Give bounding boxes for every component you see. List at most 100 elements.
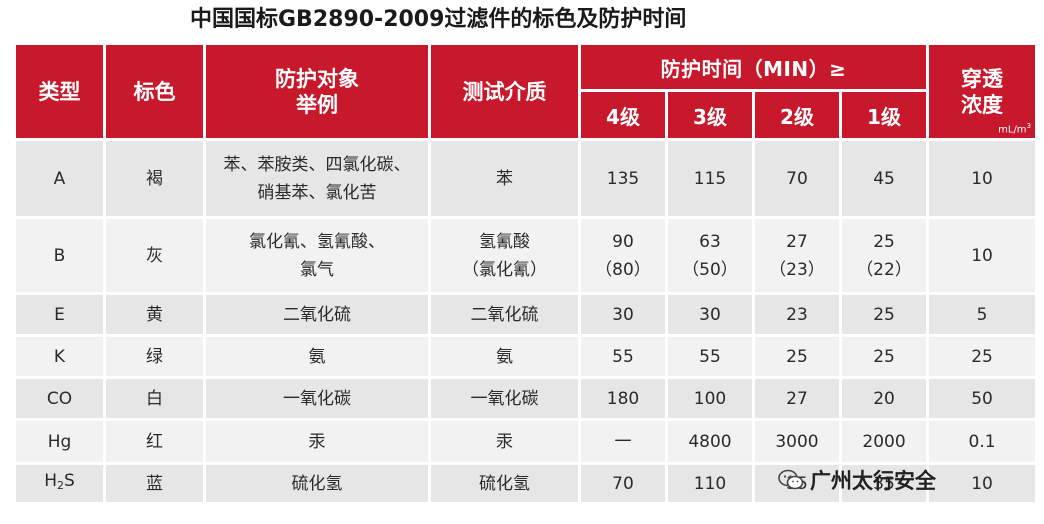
cell-grade-4: 180 [578,376,668,421]
cell-object-line: 一氧化碳 [283,388,351,409]
cell-object: 汞 [203,418,431,465]
cell-color: 白 [103,376,206,421]
cell-concentration-line: 10 [971,245,993,266]
header-object-line1: 防护对象 [275,66,359,91]
header-protection-time: 防护时间（MIN）≥ [577,42,930,92]
cell-type-text: E [54,304,65,325]
table-body: A 褐 苯、苯胺类、四氯化碳、 硝基苯、氯化苦 苯 135 115 70 45 10 B 灰 氯化氰、氢… [13,138,1039,505]
cell-object: 硫化氢 [203,462,431,505]
cell-grade-4: 135 [578,138,668,219]
table-row: Hg 红 汞 汞 一 4800 3000 2000 0.1 [13,418,1039,465]
cell-grade-1-line: 2000 [862,431,906,452]
header-concentration: 穿透 浓度 mL/m3 [926,42,1039,141]
header-concentration-line1: 穿透 [961,66,1004,91]
cell-color-line: 绿 [146,346,163,367]
cell-grade-3-line: 110 [693,473,727,494]
cell-medium: 氨 [428,334,581,379]
cell-concentration: 10 [926,138,1039,219]
cell-grade-4-line: 一 [614,431,632,452]
cell-type: CO [13,376,106,421]
cell-grade-1: 2000 [838,418,930,465]
cell-grade-3: 110 [665,462,755,505]
cell-grade-4-line: （80） [595,259,651,280]
table-row: K 绿 氨 氨 55 55 25 25 25 [13,334,1039,379]
cell-object-line: 氯化氰、氢氰酸、 [249,231,385,252]
protection-table-container: 类型 标色 防护对象 举例 测试介质 防护时间（MIN）≥ 穿透 浓度 mL/m… [13,42,1039,505]
header-color: 标色 [103,42,206,141]
cell-medium-line: （氯化氰） [462,259,547,280]
cell-concentration-line: 5 [976,304,988,325]
cell-medium-line: 二氧化硫 [470,304,539,325]
cell-grade-3-line: 100 [693,388,727,409]
watermark-text: 广州太行安全 [810,469,936,493]
cell-medium-line: 氢氰酸 [479,231,530,252]
cell-color-line: 红 [146,431,163,452]
cell-grade-3-line: （50） [682,259,738,280]
header-object: 防护对象 举例 [203,42,431,141]
cell-grade-2-line: 27 [786,231,808,252]
cell-object: 一氧化碳 [203,376,431,421]
cell-object-line: 氯气 [300,259,334,280]
cell-grade-2: 70 [752,138,842,219]
cell-grade-3: 63 （50） [665,216,755,295]
cell-grade-3-line: 55 [699,346,721,367]
cell-grade-1: 20 [838,376,930,421]
cell-grade-1: 45 [838,138,930,219]
cell-color: 绿 [103,334,206,379]
cell-type: B [13,216,106,295]
header-object-line2: 举例 [296,92,338,117]
cell-grade-3: 100 [665,376,755,421]
table-title: 中国国标GB2890-2009过滤件的标色及防护时间 [190,7,687,32]
cell-grade-1: 25 （22） [838,216,930,295]
cell-medium: 一氧化碳 [428,376,581,421]
cell-grade-2-line: 3000 [775,431,819,452]
cell-object: 氯化氰、氢氰酸、 氯气 [203,216,431,295]
cell-color-line: 灰 [146,245,163,266]
cell-type-text: B [53,245,66,266]
table-row: A 褐 苯、苯胺类、四氯化碳、 硝基苯、氯化苦 苯 135 115 70 45 10 [13,138,1039,219]
cell-color-line: 褐 [146,168,163,189]
header-medium: 测试介质 [428,42,581,141]
cell-grade-1-line: 25 [873,231,895,252]
cell-grade-3-line: 115 [693,168,727,189]
table-row: H2S蓝硫化氢硫化氢70110353510 [13,462,1039,505]
cell-grade-1-line: 20 [873,388,895,409]
cell-grade-3: 115 [665,138,755,219]
cell-grade-3-line: 4800 [688,431,732,452]
cell-grade-1-line: 25 [873,304,895,325]
cell-medium-line: 苯 [496,168,513,189]
cell-grade-4-line: 90 [612,231,634,252]
cell-grade-2-line: （23） [769,259,825,280]
cell-type-text: CO [46,388,73,409]
wechat-icon [778,469,804,490]
cell-concentration: 25 [926,334,1039,379]
cell-grade-1: 25 [838,292,930,337]
cell-color-line: 蓝 [146,473,163,494]
table-row: CO 白 一氧化碳 一氧化碳 180 100 27 20 50 [13,376,1039,421]
cell-type: E [13,292,106,337]
cell-grade-3: 30 [665,292,755,337]
cell-grade-2-line: 70 [786,168,808,189]
cell-concentration-line: 10 [971,168,993,189]
cell-grade-2-line: 23 [786,304,808,325]
cell-grade-4: 70 [578,462,668,505]
cell-concentration-line: 50 [971,388,993,409]
cell-medium-line: 汞 [496,431,513,452]
cell-type-text: H [44,471,57,491]
cell-concentration: 5 [926,292,1039,337]
cell-type-tail: S [64,471,75,491]
cell-color: 灰 [103,216,206,295]
cell-grade-4: 一 [578,418,668,465]
cell-medium: 苯 [428,138,581,219]
watermark: 广州太行安全 [778,465,936,495]
cell-object-line: 苯、苯胺类、四氯化碳、 [223,154,411,175]
cell-type: K [13,334,106,379]
cell-grade-4: 30 [578,292,668,337]
cell-grade-3-line: 63 [699,231,721,252]
cell-grade-2: 3000 [752,418,842,465]
table-row: B 灰 氯化氰、氢氰酸、 氯气 氢氰酸 （氯化氰） 90 （80） 63 （50） 27 （23） 25… [13,216,1039,295]
cell-grade-1-line: 45 [873,168,895,189]
cell-grade-3: 4800 [665,418,755,465]
cell-grade-4: 90 （80） [578,216,668,295]
cell-object-line: 汞 [308,431,326,452]
